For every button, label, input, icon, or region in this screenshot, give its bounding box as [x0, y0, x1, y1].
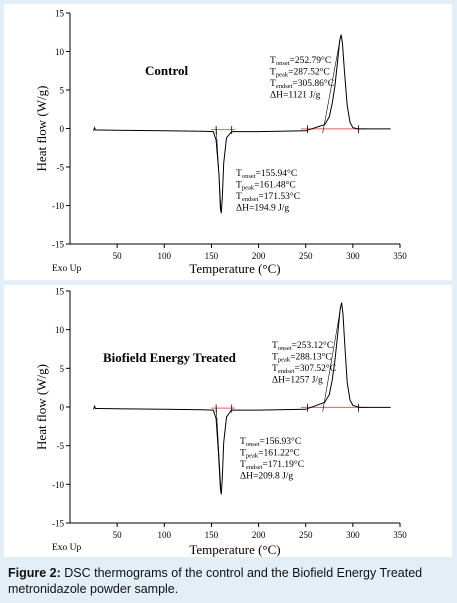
- y-tick-label: 0: [60, 124, 65, 134]
- heat-flow-line: [93, 302, 391, 495]
- annotation-line: Tpeak=288.13°C: [272, 352, 332, 364]
- panel-background: [4, 285, 452, 557]
- onset-tangent: [322, 39, 341, 134]
- y-tick-label: 15: [55, 9, 65, 19]
- figure-caption: Figure 2: DSC thermograms of the control…: [8, 565, 450, 597]
- y-tick-label: -15: [52, 240, 64, 250]
- annotation-line: Tendset=171.53°C: [236, 191, 300, 203]
- x-tick-label: 100: [158, 530, 172, 540]
- y-tick-label: -10: [52, 201, 64, 211]
- x-tick-label: 150: [205, 251, 219, 261]
- y-tick-label: 5: [60, 86, 65, 96]
- annotation-line: Tendset=305.86°C: [270, 78, 334, 90]
- annotation-line: Tpeak=161.22°C: [240, 448, 300, 460]
- annotation-line: ΔH=1121 J/g: [270, 91, 321, 101]
- chart-title: Biofield Energy Treated: [103, 350, 237, 365]
- onset-tangent: [322, 307, 341, 412]
- x-tick-label: 350: [393, 530, 407, 540]
- y-tick-label: 10: [55, 325, 65, 335]
- y-axis-label: Heat flow (W/g): [34, 86, 49, 172]
- y-tick-label: 5: [60, 364, 65, 374]
- chart-title: Control: [145, 63, 188, 78]
- annotation-line: ΔH=194.9 J/g: [236, 204, 289, 214]
- y-axis-label: Heat flow (W/g): [34, 364, 49, 450]
- y-tick-label: -10: [52, 480, 64, 490]
- annotation-line: Tonset=155.94°C: [236, 168, 297, 180]
- x-tick-label: 300: [346, 251, 360, 261]
- exo-up-label: Exo Up: [52, 543, 82, 553]
- y-tick-label: -5: [57, 441, 65, 451]
- x-tick-label: 200: [252, 251, 266, 261]
- annotation-line: Tpeak=161.48°C: [236, 180, 296, 192]
- x-axis-label: Temperature (°C): [189, 261, 280, 276]
- caption-text: DSC thermograms of the control and the B…: [8, 566, 423, 596]
- annotation-line: Tpeak=287.52°C: [270, 67, 330, 79]
- heat-flow-line: [93, 34, 391, 214]
- x-tick-label: 300: [346, 530, 360, 540]
- annotation-line: Tonset=156.93°C: [240, 436, 301, 448]
- onset-tangent: [215, 405, 222, 492]
- x-tick-label: 200: [252, 530, 266, 540]
- exo-up-label: Exo Up: [52, 264, 82, 274]
- annotation-line: Tendset=307.52°C: [272, 363, 336, 375]
- x-tick-label: 350: [393, 251, 407, 261]
- onset-tangent: [215, 126, 222, 211]
- y-tick-label: 15: [55, 287, 65, 297]
- annotation-line: Tonset=252.79°C: [270, 55, 331, 67]
- x-axis-label: Temperature (°C): [189, 542, 280, 557]
- caption-label: Figure 2:: [8, 566, 61, 580]
- annotation-line: ΔH=209.8 J/g: [240, 472, 293, 482]
- annotation-line: Tendset=171.19°C: [240, 459, 304, 471]
- y-tick-label: -15: [52, 519, 64, 529]
- x-tick-label: 150: [205, 530, 219, 540]
- x-tick-label: 250: [299, 530, 313, 540]
- panel-background: [4, 4, 452, 280]
- y-tick-label: -5: [57, 163, 65, 173]
- y-tick-label: 10: [55, 47, 65, 57]
- annotation-line: ΔH=1257 J/g: [272, 376, 323, 386]
- x-tick-label: 50: [113, 530, 123, 540]
- y-tick-label: 0: [60, 403, 65, 413]
- x-tick-label: 100: [158, 251, 172, 261]
- annotation-line: Tonset=253.12°C: [272, 340, 333, 352]
- x-tick-label: 50: [113, 251, 123, 261]
- x-tick-label: 250: [299, 251, 313, 261]
